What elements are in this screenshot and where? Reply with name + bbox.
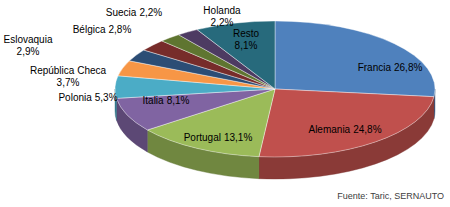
- data-label: Polonia5,3%: [58, 92, 117, 103]
- value-label: 3,7%: [57, 77, 80, 88]
- category-label: República Checa: [30, 65, 107, 76]
- value-label: 8,1%: [235, 40, 258, 51]
- category-label: Suecia: [106, 7, 137, 18]
- data-labels: Francia26,8% Alemania24,8% Portugal13,1% It…: [4, 5, 423, 143]
- category-label: Alemania: [308, 124, 350, 135]
- category-label: Eslovaquia: [4, 34, 53, 45]
- category-label: Portugal: [184, 132, 221, 143]
- value-label: 2,9%: [17, 46, 40, 57]
- value-label: 2,8%: [109, 24, 132, 35]
- value-label: 24,8%: [353, 124, 381, 135]
- category-label: Italia: [143, 95, 165, 106]
- chart: Francia26,8% Alemania24,8% Portugal13,1% It…: [0, 0, 450, 207]
- pie-slice: [275, 21, 435, 97]
- value-label: 5,3%: [95, 92, 118, 103]
- value-label: 8,1%: [167, 95, 190, 106]
- data-label: Alemania24,8%: [308, 124, 381, 135]
- chart-container: Francia26,8% Alemania24,8% Portugal13,1% It…: [0, 0, 450, 207]
- pie-tops: [115, 21, 435, 157]
- value-label: 2,2%: [211, 17, 234, 28]
- data-label: Holanda2,2%: [203, 5, 241, 28]
- pie-slice: [259, 89, 434, 157]
- data-label: República Checa3,7%: [30, 65, 107, 88]
- value-label: 13,1%: [224, 132, 252, 143]
- category-label: Bélgica: [73, 24, 106, 35]
- source-note: Fuente: Taric, SERNAUTO: [337, 191, 444, 201]
- data-label: Italia8,1%: [143, 95, 190, 106]
- value-label: 26,8%: [394, 62, 422, 73]
- data-label: Bélgica2,8%: [73, 24, 132, 35]
- category-label: Francia: [358, 62, 392, 73]
- category-label: Resto: [233, 28, 260, 39]
- pie-sides: [115, 89, 435, 179]
- category-label: Holanda: [203, 5, 241, 16]
- data-label: Francia26,8%: [358, 62, 423, 73]
- data-label: Portugal13,1%: [184, 132, 253, 143]
- pie-slice: [197, 21, 275, 89]
- data-label: Resto8,1%: [233, 28, 260, 51]
- data-label: Suecia2,2%: [106, 7, 162, 18]
- value-label: 2,2%: [139, 7, 162, 18]
- data-label: Eslovaquia2,9%: [4, 34, 53, 57]
- category-label: Polonia: [58, 92, 92, 103]
